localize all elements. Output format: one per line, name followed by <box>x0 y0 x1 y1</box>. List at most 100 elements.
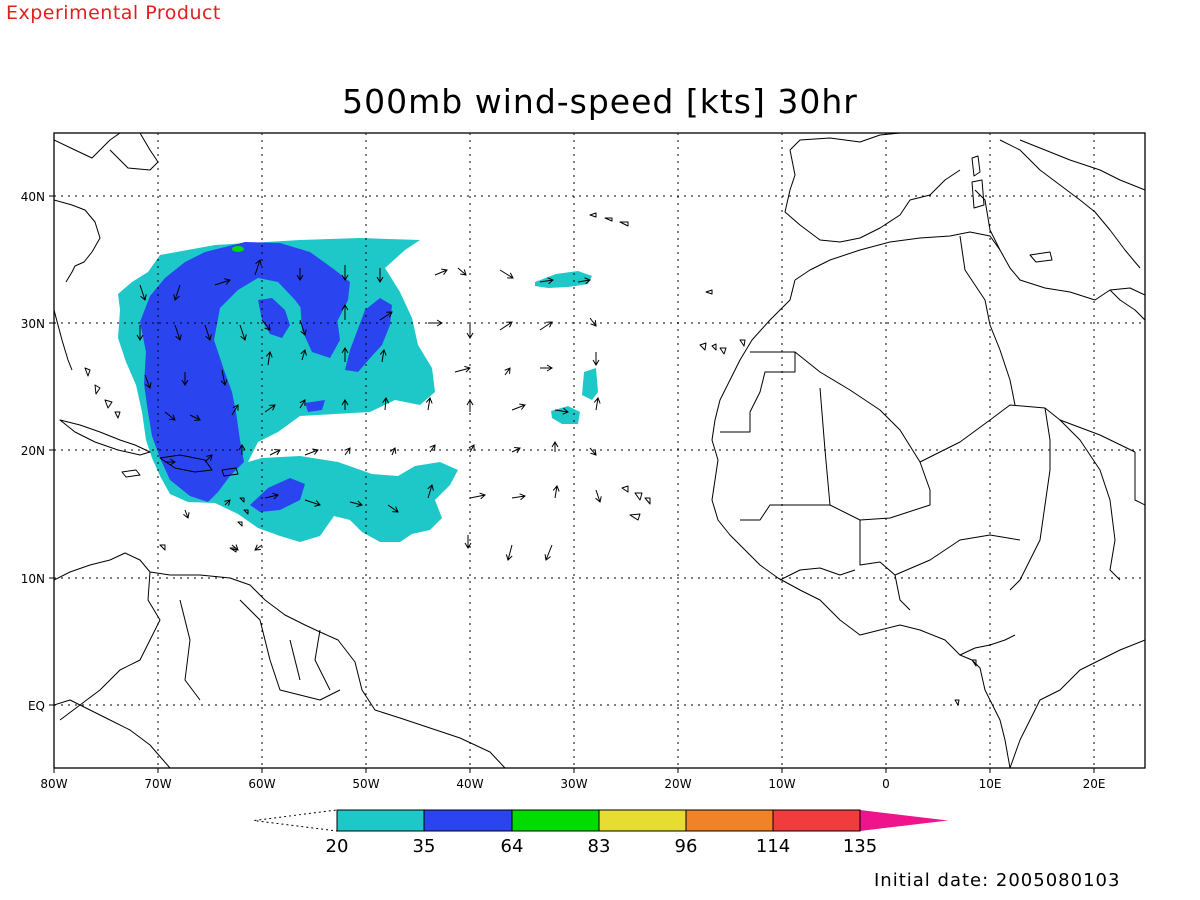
wind-arrow <box>165 458 176 466</box>
wind-arrow <box>265 351 273 366</box>
wind-arrow <box>499 269 514 279</box>
scale-label: 96 <box>675 836 698 857</box>
wind-vectors <box>136 259 602 561</box>
coastlines <box>54 133 1145 768</box>
wind-arrow <box>183 509 190 519</box>
wind-arrow <box>299 399 306 409</box>
y-axis-labels: 40N 30N 20N 10N EQ <box>21 190 45 713</box>
scale-label: 83 <box>588 836 611 857</box>
wind-arrow <box>592 352 600 366</box>
scale-swatch <box>512 810 599 831</box>
map-title: 500mb wind-speed [kts] 30hr <box>342 82 858 121</box>
wind-arrow <box>499 321 513 331</box>
y-tick-label: 20N <box>21 444 45 458</box>
color-scale: 20 35 64 83 96 114 135 <box>253 809 948 857</box>
scale-swatch <box>599 810 686 831</box>
wind-arrow <box>173 284 181 301</box>
plot-area <box>54 133 1145 768</box>
y-tick-label: 40N <box>21 190 45 204</box>
x-tick-label: 50W <box>352 777 379 791</box>
wind-arrow <box>589 317 597 327</box>
wind-arrow <box>139 284 147 301</box>
wind-arrow <box>428 319 443 327</box>
x-tick-label: 30W <box>560 777 587 791</box>
wind-arrow <box>264 492 279 500</box>
wind-arrow <box>505 544 513 561</box>
x-tick-label: 20W <box>664 777 691 791</box>
wind-arrow <box>220 369 228 386</box>
y-tick-label: 10N <box>21 572 45 586</box>
wind-arrow <box>511 493 526 501</box>
scale-swatch <box>424 810 512 831</box>
x-axis-labels: 80W 70W 60W 50W 40W 30W 20W 10W 0 10E 20… <box>40 777 1105 791</box>
wind-arrow <box>466 323 474 339</box>
wind-arrow <box>464 535 472 549</box>
wind-arrow <box>577 277 591 285</box>
wind-arrow <box>269 449 281 456</box>
experimental-product-label: Experimental Product <box>6 2 221 24</box>
x-tick-label: 0 <box>882 777 890 791</box>
wind-arrow <box>349 500 363 508</box>
wind-arrow <box>454 365 471 373</box>
wind-arrow <box>593 397 601 411</box>
wind-arrow <box>254 544 263 551</box>
wind-arrow <box>204 324 212 341</box>
wind-arrow <box>144 374 152 389</box>
wind-arrow <box>539 321 553 331</box>
wind-arrow <box>261 319 271 331</box>
x-tick-label: 20E <box>1083 777 1106 791</box>
wind-arrow <box>425 397 433 411</box>
wind-arrow <box>304 499 321 507</box>
wind-shading-64-83 <box>232 246 244 252</box>
wind-arrow <box>540 364 553 372</box>
wind-arrow <box>589 447 597 456</box>
wind-arrow <box>239 324 247 341</box>
wind-arrow <box>539 277 554 285</box>
wind-arrow <box>469 492 486 500</box>
scale-label: 35 <box>413 836 436 857</box>
graticule <box>54 133 1145 768</box>
y-tick-label: 30N <box>21 317 45 331</box>
scale-max-arrow <box>860 810 948 831</box>
wind-arrow <box>341 399 349 410</box>
wind-arrow <box>264 404 276 413</box>
scale-label: 64 <box>501 836 524 857</box>
wind-arrow <box>595 489 602 503</box>
scale-min-arrow <box>253 809 338 832</box>
wind-arrow <box>511 403 526 411</box>
wind-arrow <box>341 304 349 320</box>
x-tick-label: 80W <box>40 777 67 791</box>
wind-arrow <box>296 268 304 281</box>
wind-arrow <box>554 407 569 415</box>
wind-arrow <box>504 367 511 376</box>
wind-arrow <box>511 447 521 454</box>
wind-arrow <box>468 444 475 453</box>
x-tick-label: 40W <box>456 777 483 791</box>
wind-arrow <box>341 265 349 281</box>
y-tick-label: EQ <box>28 699 45 713</box>
wind-arrow <box>164 411 176 421</box>
wind-arrow <box>189 414 201 421</box>
wind-arrow <box>136 325 144 341</box>
wind-arrow <box>466 399 474 412</box>
wind-arrow <box>344 447 351 456</box>
x-tick-label: 60W <box>248 777 275 791</box>
scale-label: 114 <box>756 836 790 857</box>
wind-arrow <box>231 544 239 551</box>
wind-arrow <box>231 404 239 416</box>
x-tick-label: 10E <box>979 777 1002 791</box>
wind-arrow <box>181 372 189 386</box>
wind-arrow <box>552 485 560 499</box>
wind-arrow <box>382 397 390 411</box>
wind-arrow <box>379 311 393 321</box>
wind-arrow <box>174 324 182 341</box>
wind-arrow <box>204 454 213 463</box>
wind-arrow <box>224 499 231 506</box>
wind-arrow <box>254 259 262 276</box>
wind-arrow <box>387 504 399 513</box>
wind-arrow <box>341 347 349 362</box>
scale-label: 20 <box>326 836 349 857</box>
wind-arrow <box>389 447 397 456</box>
wind-arrow <box>429 444 436 453</box>
